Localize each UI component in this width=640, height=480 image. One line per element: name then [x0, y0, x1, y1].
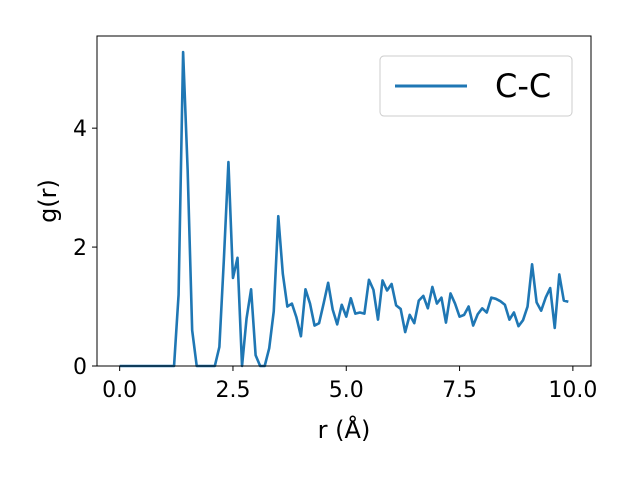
- axes-frame: [96, 35, 592, 367]
- y-axis-label: g(r): [34, 179, 62, 223]
- y-tick-label: 4: [73, 117, 87, 142]
- legend-label-c-c: C-C: [495, 67, 551, 105]
- series-line-c-c: [119, 50, 569, 368]
- x-axis-label: r (Å): [318, 415, 371, 444]
- y-axis-ticks: 0 2 4: [73, 117, 97, 380]
- legend-box: [379, 55, 573, 117]
- y-tick-label: 0: [73, 355, 87, 380]
- x-tick-label: 0.0: [102, 378, 137, 403]
- y-tick-label: 2: [73, 236, 87, 261]
- x-tick-label: 5.0: [329, 378, 364, 403]
- x-axis-ticks: 0.0 2.5 5.0 7.5 10.0: [102, 366, 597, 403]
- x-tick-label: 7.5: [442, 378, 477, 403]
- x-tick-label: 2.5: [215, 378, 250, 403]
- plot-area: [119, 50, 569, 368]
- x-tick-label: 10.0: [548, 378, 597, 403]
- legend: C-C: [379, 55, 573, 117]
